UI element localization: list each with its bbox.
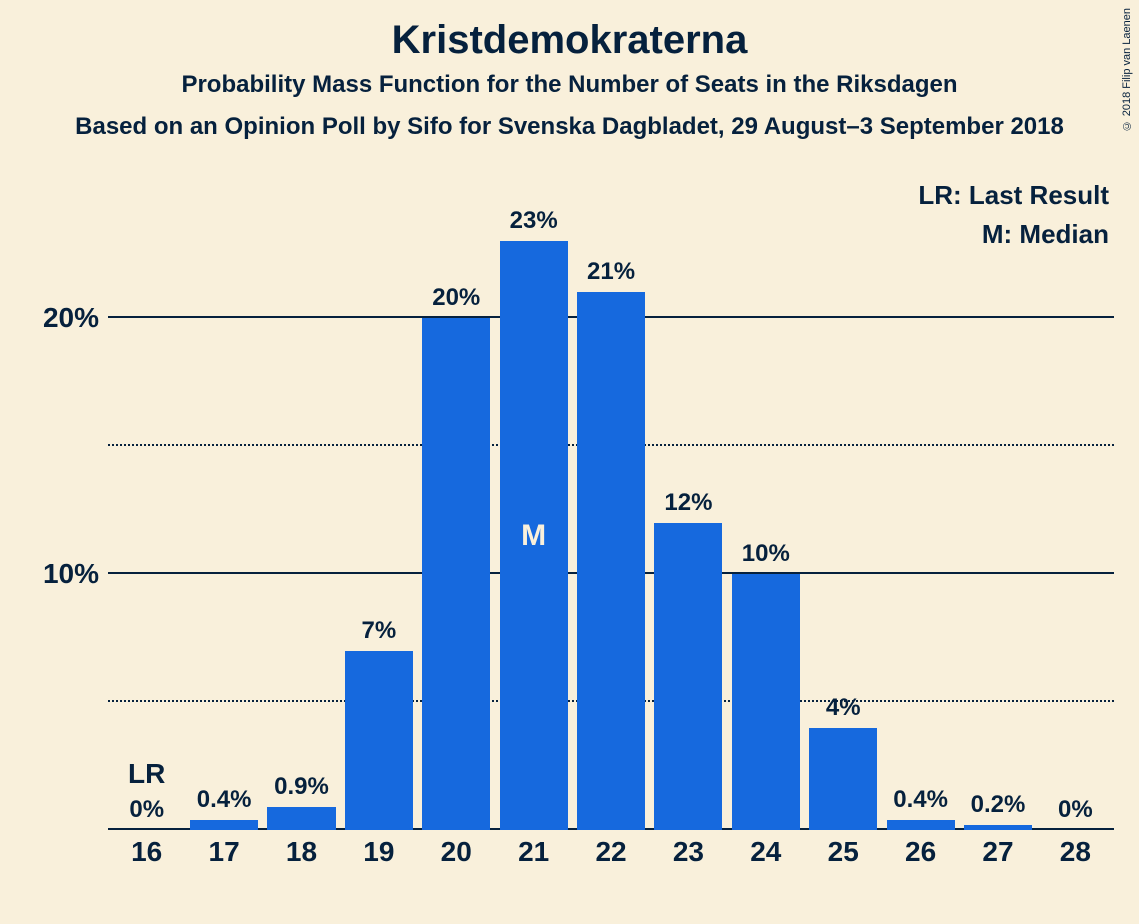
x-axis-labels: 16171819202122232425262728 [108, 836, 1114, 868]
bar-slot: 0% LR [108, 190, 185, 830]
bar-value-label: 0.4% [893, 786, 948, 814]
x-tick-label: 17 [185, 836, 262, 868]
x-tick-label: 26 [882, 836, 959, 868]
bar-slot: 0.4% [185, 190, 262, 830]
bar: 4% [809, 728, 877, 830]
bar-slot: 4% [805, 190, 882, 830]
bar-value-label: 0.2% [971, 791, 1026, 819]
bar: 0.9% [267, 807, 335, 830]
bar-value-label: 12% [664, 489, 712, 517]
bar-slot: 12% [650, 190, 727, 830]
bar-slot: 21% [572, 190, 649, 830]
bar-slot: 10% [727, 190, 804, 830]
bar: 23%M [500, 241, 568, 830]
bar-slot: 7% [340, 190, 417, 830]
y-tick-label: 10% [43, 558, 99, 590]
lr-marker: LR [128, 758, 165, 790]
bar: 21% [577, 292, 645, 830]
bar: 12% [654, 523, 722, 830]
bar: 10% [732, 574, 800, 830]
bar-slot: 0.2% [959, 190, 1036, 830]
x-tick-label: 23 [650, 836, 727, 868]
x-tick-label: 20 [418, 836, 495, 868]
bar-slot: 23% M [495, 190, 572, 830]
bar-value-label: 0% [129, 796, 164, 824]
bar-slot: 0% [1037, 190, 1114, 830]
bar-slot: 20% [418, 190, 495, 830]
bar: 0.2% [964, 825, 1032, 830]
bars-group: 0%LR0.4%0.9%7%20%23%M21%12%10%4%0.4%0.2%… [108, 190, 1114, 830]
copyright-text: © 2018 Filip van Laenen [1121, 8, 1133, 131]
x-tick-label: 27 [959, 836, 1036, 868]
bar-value-label: 0% [1058, 796, 1093, 824]
plot-area: 0%LR0.4%0.9%7%20%23%M21%12%10%4%0.4%0.2%… [108, 190, 1114, 830]
y-tick-label: 20% [43, 302, 99, 334]
bar-slot: 0.9% [263, 190, 340, 830]
bar-value-label: 10% [742, 540, 790, 568]
bar-value-label: 0.4% [197, 786, 252, 814]
median-marker: M [521, 519, 546, 553]
chart-container: LR: Last Result M: Median 0%LR0.4%0.9%7%… [0, 170, 1139, 890]
bar: 20% [422, 318, 490, 830]
bar-value-label: 7% [362, 617, 397, 645]
x-tick-label: 18 [263, 836, 340, 868]
bar: 0.4% [190, 820, 258, 830]
x-tick-label: 19 [340, 836, 417, 868]
bar: 0.4% [887, 820, 955, 830]
bar: 7% [345, 651, 413, 830]
bar-value-label: 20% [432, 284, 480, 312]
chart-title: Kristdemokraterna [0, 0, 1139, 63]
bar-slot: 0.4% [882, 190, 959, 830]
x-tick-label: 22 [572, 836, 649, 868]
bar-value-label: 23% [510, 207, 558, 235]
x-tick-label: 21 [495, 836, 572, 868]
x-tick-label: 24 [727, 836, 804, 868]
bar-value-label: 0.9% [274, 773, 329, 801]
chart-source: Based on an Opinion Poll by Sifo for Sve… [0, 113, 1139, 141]
bar-value-label: 21% [587, 258, 635, 286]
x-tick-label: 16 [108, 836, 185, 868]
chart-subtitle: Probability Mass Function for the Number… [0, 71, 1139, 99]
x-tick-label: 25 [805, 836, 882, 868]
x-tick-label: 28 [1037, 836, 1114, 868]
bar-value-label: 4% [826, 694, 861, 722]
